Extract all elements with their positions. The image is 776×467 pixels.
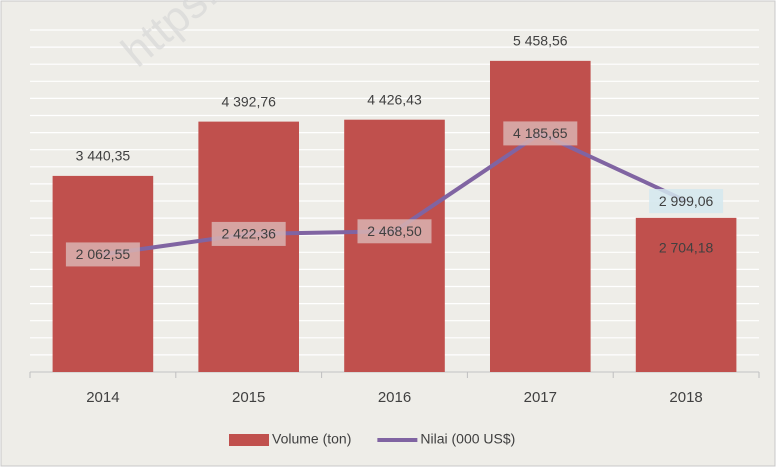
bar	[489, 60, 591, 372]
bar-value-label: 2 704,18	[659, 240, 714, 256]
legend-label: Nilai (000 US$)	[420, 431, 515, 447]
bar	[198, 121, 300, 373]
line-value-label: 2 422,36	[221, 226, 276, 242]
line-value-label: 2 999,06	[659, 193, 714, 209]
x-tick-label: 2014	[86, 389, 119, 406]
x-tick-label: 2017	[524, 389, 557, 406]
line-value-label: 2 062,55	[76, 246, 131, 262]
x-tick-label: 2016	[378, 389, 411, 406]
labels: 2014 2015 2016 2017 2018 3 440,35 4 392,76 4 42…	[65, 33, 724, 447]
bar	[52, 175, 154, 372]
line-label-box	[503, 121, 578, 146]
line-label-box	[649, 189, 724, 214]
line-value-label: 2 468,50	[367, 223, 422, 239]
bar	[344, 119, 445, 373]
legend-label: Volume (ton)	[272, 431, 351, 447]
line-label-box	[65, 242, 140, 267]
line-value-label: 4 185,65	[513, 125, 568, 141]
bar	[635, 217, 737, 372]
bar-value-label: 5 458,56	[513, 33, 568, 49]
marks	[52, 60, 737, 373]
bar-value-label: 4 392,76	[221, 93, 276, 109]
line-label-box	[357, 219, 432, 244]
legend-swatch	[229, 434, 269, 446]
line-label-box	[211, 221, 286, 246]
x-tick-label: 2015	[232, 389, 265, 406]
x-tick-label: 2018	[669, 389, 702, 406]
bar-value-label: 3 440,35	[76, 148, 131, 164]
bar-value-label: 4 426,43	[367, 91, 422, 107]
